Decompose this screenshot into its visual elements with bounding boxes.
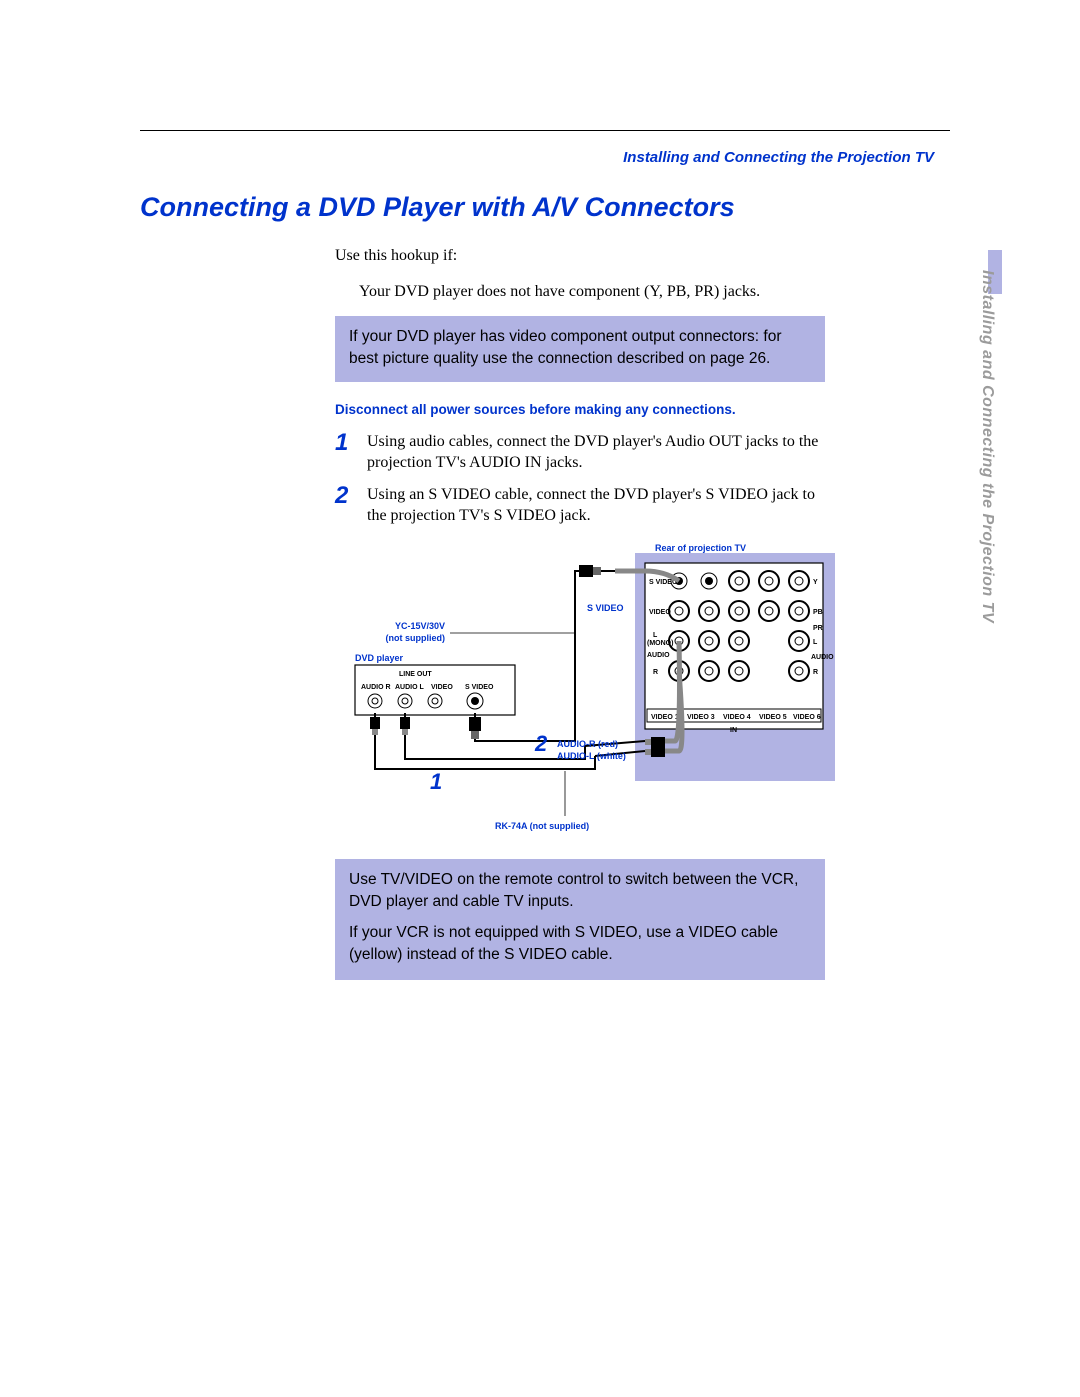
panel-row-label: PB <box>813 609 823 616</box>
panel-row-label: (MONO) <box>647 640 673 647</box>
body-column-lower: Use TV/VIDEO on the remote control to sw… <box>335 859 825 980</box>
callout-bottom-1: Use TV/VIDEO on the remote control to sw… <box>349 869 811 912</box>
step-text: Using audio cables, connect the DVD play… <box>367 431 825 474</box>
yc-label-1: YC-15V/30V <box>395 621 445 631</box>
yc-label-2: (not supplied) <box>386 633 446 643</box>
panel-row-label: L <box>653 632 658 639</box>
panel-row-label: R <box>813 669 818 676</box>
intro-lead: Use this hookup if: <box>335 245 825 267</box>
dvd-svideo-label: S VIDEO <box>465 684 494 691</box>
warning-text: Disconnect all power sources before maki… <box>335 402 825 417</box>
dvd-player-label: DVD player <box>355 653 404 663</box>
svideo-label: S VIDEO <box>587 603 624 613</box>
audio-l-label: AUDIO-L (white) <box>557 751 626 761</box>
intro-body: Your DVD player does not have component … <box>359 281 825 303</box>
panel-row-label: L <box>813 639 818 646</box>
panel-row-label: Y <box>813 579 818 586</box>
audio-r-label: AUDIO-R (red) <box>557 739 618 749</box>
body-column: Use this hookup if: Your DVD player does… <box>335 245 825 527</box>
diagram-rear-label: Rear of projection TV <box>655 543 746 553</box>
callout-bottom-2: If your VCR is not equipped with S VIDEO… <box>349 922 811 965</box>
panel-row-label: R <box>653 669 658 676</box>
panel-in-label: IN <box>730 727 737 734</box>
diagram-step-1: 1 <box>430 769 442 794</box>
panel-video-label: VIDEO 6 <box>793 714 821 721</box>
header-section: Installing and Connecting the Projection… <box>140 149 950 166</box>
dvd-audiol-label: AUDIO L <box>395 684 425 691</box>
panel-row-label: PR <box>813 625 823 632</box>
page: Installing and Connecting the Projection… <box>0 0 1080 1397</box>
rk-label: RK-74A (not supplied) <box>495 821 589 831</box>
step-num: 1 <box>335 431 367 474</box>
panel-row-label: AUDIO <box>811 654 834 661</box>
step-2: 2 Using an S VIDEO cable, connect the DV… <box>335 484 825 527</box>
connection-diagram: Rear of projection TV <box>335 541 835 841</box>
diagram-step-2: 2 <box>534 731 548 756</box>
step-num: 2 <box>335 484 367 527</box>
panel-video-label: VIDEO 4 <box>723 714 751 721</box>
panel-row-label: VIDEO <box>649 609 671 616</box>
step-text: Using an S VIDEO cable, connect the DVD … <box>367 484 825 527</box>
panel-video-label: VIDEO 3 <box>687 714 715 721</box>
dvd-audior-label: AUDIO R <box>361 684 391 691</box>
dvd-video-label: VIDEO <box>431 684 453 691</box>
panel-video-label: VIDEO 5 <box>759 714 787 721</box>
panel-video-label: VIDEO 1 <box>651 714 679 721</box>
side-label: Installing and Connecting the Projection… <box>978 270 996 623</box>
step-1: 1 Using audio cables, connect the DVD pl… <box>335 431 825 474</box>
top-rule <box>140 130 950 131</box>
dvd-lineout-label: LINE OUT <box>399 671 432 678</box>
callout-top: If your DVD player has video component o… <box>335 316 825 381</box>
panel-row-label: AUDIO <box>647 652 670 659</box>
callout-bottom: Use TV/VIDEO on the remote control to sw… <box>335 859 825 980</box>
page-title: Connecting a DVD Player with A/V Connect… <box>140 192 950 223</box>
